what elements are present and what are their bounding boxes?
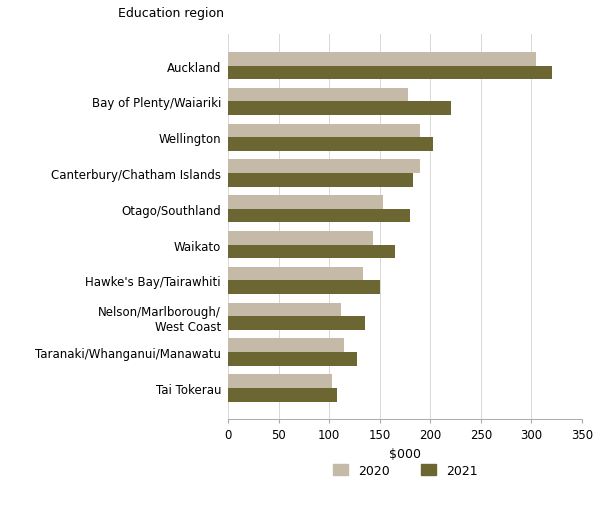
Bar (228, 160, 420, 174)
Bar (228, 231, 373, 245)
Bar (228, 245, 395, 259)
Bar (228, 375, 332, 388)
Bar (228, 66, 551, 80)
Bar (228, 102, 451, 116)
Bar (228, 388, 337, 401)
Bar (228, 53, 536, 66)
Bar (228, 317, 365, 330)
Bar (228, 174, 413, 187)
Bar (228, 138, 433, 152)
Bar (228, 196, 383, 210)
Bar (228, 88, 408, 102)
Bar (228, 267, 362, 281)
Text: Education region: Education region (118, 7, 224, 20)
Bar (228, 210, 410, 223)
Bar (228, 124, 420, 138)
Bar (228, 352, 358, 366)
X-axis label: $000: $000 (389, 447, 421, 460)
Legend: 2020, 2021: 2020, 2021 (328, 459, 482, 482)
Bar (228, 339, 344, 352)
Bar (228, 303, 341, 317)
Bar (228, 281, 380, 294)
